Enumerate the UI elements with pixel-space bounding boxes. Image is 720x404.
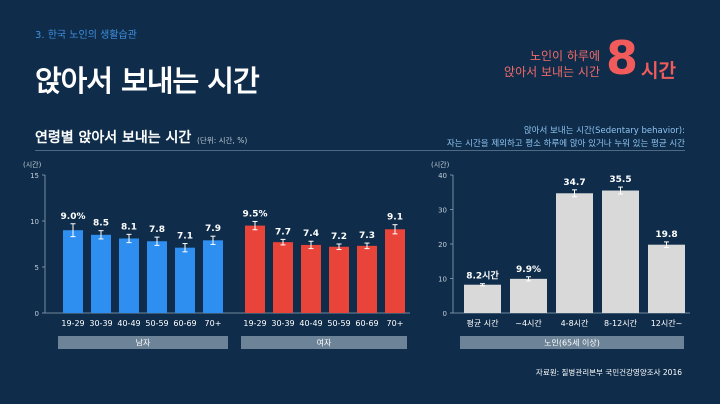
male-bar <box>119 238 139 313</box>
elderly-category-label: 평균 시간 <box>467 318 500 328</box>
male-category-label: 70+ <box>205 319 222 328</box>
female-category-label: 19-29 <box>243 319 266 328</box>
male-category-label: 40-49 <box>117 319 140 328</box>
elderly-bar <box>556 193 593 313</box>
female-value-label: 9.5% <box>243 209 268 219</box>
female-bar <box>301 244 321 313</box>
male-bar <box>91 234 111 313</box>
elderly-category-label: 8-12시간 <box>604 318 638 328</box>
divider-line <box>35 150 685 151</box>
female-category-label: 50-59 <box>327 319 350 328</box>
age-chart-y-tick-label: 0 <box>35 310 39 318</box>
male-value-label: 7.9 <box>205 224 221 234</box>
elderly-group-label: 노인(65세 이상) <box>544 338 600 348</box>
female-value-label: 7.7 <box>275 227 291 237</box>
elderly-chart-y-tick-label: 10 <box>438 276 447 284</box>
highlight-value: 8 <box>606 31 639 85</box>
elderly-value-label: 9.9% <box>516 265 541 275</box>
male-group-band <box>58 336 228 349</box>
elderly-bar <box>464 284 501 313</box>
elderly-chart-y-tick-label: 30 <box>438 207 447 215</box>
elderly-category-label: 4-8시간 <box>561 318 589 328</box>
female-category-label: 60-69 <box>355 319 378 328</box>
male-category-label: 50-59 <box>145 319 168 328</box>
elderly-bar <box>602 190 639 313</box>
female-bar <box>273 242 293 313</box>
chart-subtitle-note: (단위: 시간, %) <box>197 136 248 145</box>
elderly-group-band <box>460 336 684 349</box>
age-chart-y-tick-label: 15 <box>30 172 39 180</box>
male-bar <box>175 247 195 313</box>
male-value-label: 7.1 <box>177 232 193 242</box>
male-value-label: 8.1 <box>121 222 137 232</box>
section-label: 3. 한국 노인의 생활습관 <box>35 30 137 41</box>
definition-line-2: 자는 시간을 제외하고 평소 하루에 앉아 있거나 누워 있는 평균 시간 <box>446 139 685 149</box>
male-category-label: 60-69 <box>173 319 196 328</box>
female-bar <box>385 229 405 313</box>
elderly-value-label: 8.2시간 <box>466 270 499 282</box>
source-note: 자료원: 질병관리본부 국민건강영양조사 2016 <box>535 368 682 377</box>
highlight-unit: 시간 <box>641 60 676 82</box>
male-bar <box>63 230 83 313</box>
elderly-bar <box>648 244 685 313</box>
age-chart-y-unit-label: (시간) <box>23 160 42 169</box>
male-value-label: 9.0% <box>61 212 86 222</box>
male-group-label: 남자 <box>136 339 151 348</box>
elderly-bar <box>510 278 547 313</box>
female-group-label: 여자 <box>317 338 332 348</box>
elderly-chart-y-tick-label: 40 <box>438 172 447 180</box>
highlight-text: 노인이 하루에 앉아서 보내는 시간 <box>504 48 600 80</box>
age-chart-y-tick-label: 5 <box>35 264 39 272</box>
age-chart-y-tick-label: 10 <box>30 218 39 226</box>
elderly-chart-y-unit-label: (시간) <box>431 160 450 169</box>
elderly-category-label: ~4시간 <box>515 318 542 328</box>
female-bar <box>329 246 349 313</box>
male-category-label: 19-29 <box>61 319 84 328</box>
highlight-line-1: 노인이 하루에 <box>529 49 600 63</box>
female-category-label: 40-49 <box>299 319 322 328</box>
female-value-label: 9.1 <box>387 213 403 223</box>
male-value-label: 8.5 <box>93 219 109 229</box>
female-category-label: 30-39 <box>271 319 294 328</box>
female-group-band <box>241 336 407 349</box>
male-bar <box>203 240 223 313</box>
female-value-label: 7.3 <box>359 231 375 241</box>
elderly-value-label: 35.5 <box>609 175 631 185</box>
female-bar <box>357 245 377 313</box>
elderly-value-label: 34.7 <box>563 178 585 188</box>
page-title: 앉아서 보내는 시간 <box>35 64 260 98</box>
female-value-label: 7.2 <box>331 232 347 242</box>
female-category-label: 70+ <box>387 319 404 328</box>
chart-subtitle: 연령별 앉아서 보내는 시간 <box>35 130 192 146</box>
female-bar <box>245 225 265 313</box>
elderly-chart-y-tick-label: 20 <box>438 241 447 249</box>
female-value-label: 7.4 <box>303 229 319 239</box>
elderly-value-label: 19.8 <box>655 230 677 240</box>
definition-line-1: 앉아서 보내는 시간(Sedentary behavior): <box>523 126 685 136</box>
male-value-label: 7.8 <box>149 225 165 235</box>
male-bar <box>147 241 167 313</box>
highlight-line-2: 앉아서 보내는 시간 <box>504 65 600 79</box>
elderly-chart-y-tick-label: 0 <box>443 310 447 318</box>
elderly-category-label: 12시간~ <box>651 318 683 328</box>
male-category-label: 30-39 <box>89 319 112 328</box>
